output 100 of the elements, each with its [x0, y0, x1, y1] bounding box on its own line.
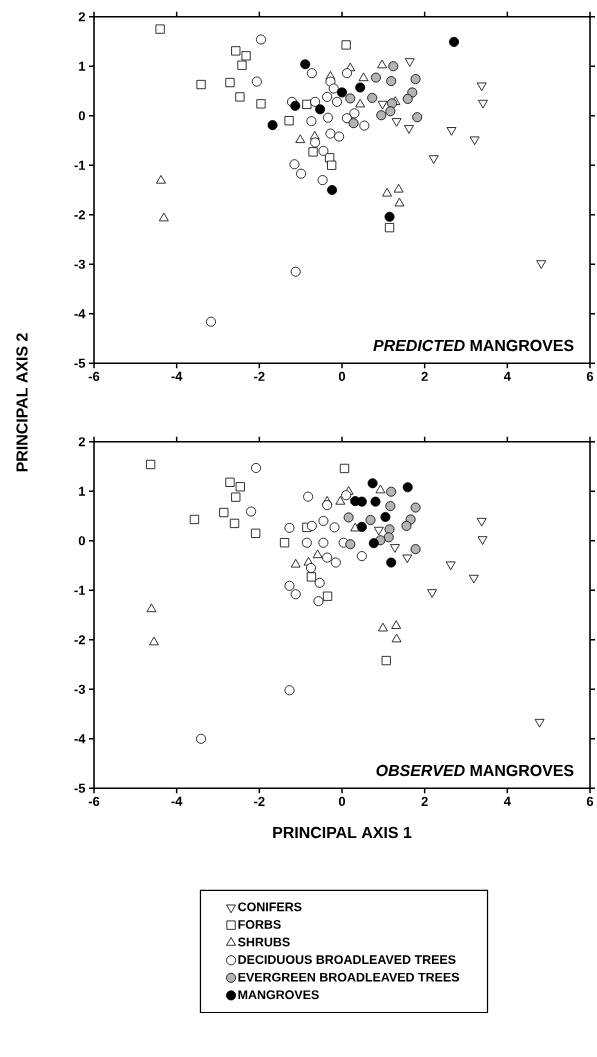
point	[308, 147, 318, 157]
point	[377, 59, 387, 69]
x-tick-label: -2	[254, 796, 265, 806]
point	[385, 501, 396, 512]
point	[370, 496, 381, 507]
point	[355, 98, 366, 108]
point	[310, 96, 321, 107]
point	[477, 536, 488, 545]
point	[290, 266, 301, 277]
y-tick-label: -5	[74, 783, 86, 793]
point	[312, 549, 323, 559]
point	[306, 572, 317, 582]
x-tick-label: 2	[421, 371, 428, 381]
point	[476, 82, 487, 92]
point	[355, 82, 366, 93]
x-tick-label: 6	[586, 371, 594, 381]
point	[345, 539, 356, 550]
point	[328, 83, 339, 94]
point	[322, 591, 333, 601]
point	[367, 92, 378, 103]
point	[412, 112, 423, 123]
y-tick-label: 0	[78, 536, 85, 546]
point	[251, 76, 262, 87]
point	[332, 96, 343, 107]
point	[428, 155, 439, 164]
point	[384, 223, 395, 233]
point	[348, 118, 359, 129]
point	[404, 125, 414, 134]
point	[345, 93, 356, 104]
point	[334, 131, 345, 142]
point	[284, 522, 295, 533]
point	[325, 76, 336, 87]
point	[449, 36, 460, 47]
y-tick-label: 2	[78, 437, 85, 447]
point	[314, 577, 325, 588]
y-tick-label: -3	[74, 259, 86, 269]
point	[284, 685, 295, 696]
point	[229, 518, 240, 529]
point	[368, 538, 379, 549]
point	[405, 514, 416, 525]
y-tick-label: -1	[74, 160, 86, 170]
legend-label: EVERGREEN BROADLEAVED TREES	[238, 972, 460, 982]
point	[322, 91, 333, 102]
point	[377, 100, 388, 110]
x-axis-title: PRINCIPAL AXIS 1	[273, 826, 412, 839]
point	[290, 558, 301, 568]
point	[478, 99, 488, 109]
point	[341, 68, 352, 79]
x-tick-label: -2	[254, 371, 265, 381]
point	[445, 561, 456, 571]
point	[302, 99, 312, 109]
y-tick-label: 1	[79, 61, 86, 71]
point	[341, 490, 352, 501]
legend-label: DECIDUOUS BROADLEAVED TREES	[238, 955, 456, 964]
point	[329, 522, 340, 533]
point	[196, 79, 206, 90]
point	[401, 520, 412, 531]
point	[290, 589, 301, 600]
point	[356, 551, 367, 562]
legend-label: CONIFERS	[238, 902, 302, 912]
point	[343, 512, 354, 523]
point	[149, 636, 159, 646]
point	[322, 500, 333, 511]
y-tick-label: -2	[74, 210, 85, 220]
point	[310, 137, 321, 148]
point	[284, 116, 294, 126]
x-tick-label: -4	[171, 371, 183, 381]
point	[246, 506, 257, 517]
x-tick-label: 4	[503, 371, 511, 381]
point	[391, 633, 402, 643]
point	[146, 459, 156, 470]
point	[402, 482, 413, 493]
point	[380, 511, 391, 522]
y-tick-label: 2	[78, 12, 85, 22]
point	[267, 120, 278, 131]
point	[367, 478, 378, 489]
legend-label: MANGROVES	[238, 990, 319, 1000]
point	[378, 622, 388, 632]
point	[306, 562, 316, 573]
x-tick-label: 4	[503, 796, 511, 806]
point	[306, 520, 317, 531]
point	[231, 46, 241, 56]
point	[237, 60, 247, 70]
point	[330, 557, 341, 568]
y-tick-label: -3	[74, 684, 86, 694]
point	[407, 87, 418, 98]
point	[315, 104, 326, 115]
point	[322, 552, 333, 563]
point	[318, 145, 329, 156]
point	[322, 112, 333, 123]
y-tick-label: -4	[74, 309, 86, 319]
point	[295, 134, 306, 143]
point	[349, 108, 360, 119]
point	[388, 61, 399, 72]
point	[385, 106, 396, 117]
point	[358, 72, 369, 82]
point	[404, 58, 415, 67]
point	[391, 118, 402, 127]
point	[410, 544, 421, 555]
point	[231, 492, 241, 502]
